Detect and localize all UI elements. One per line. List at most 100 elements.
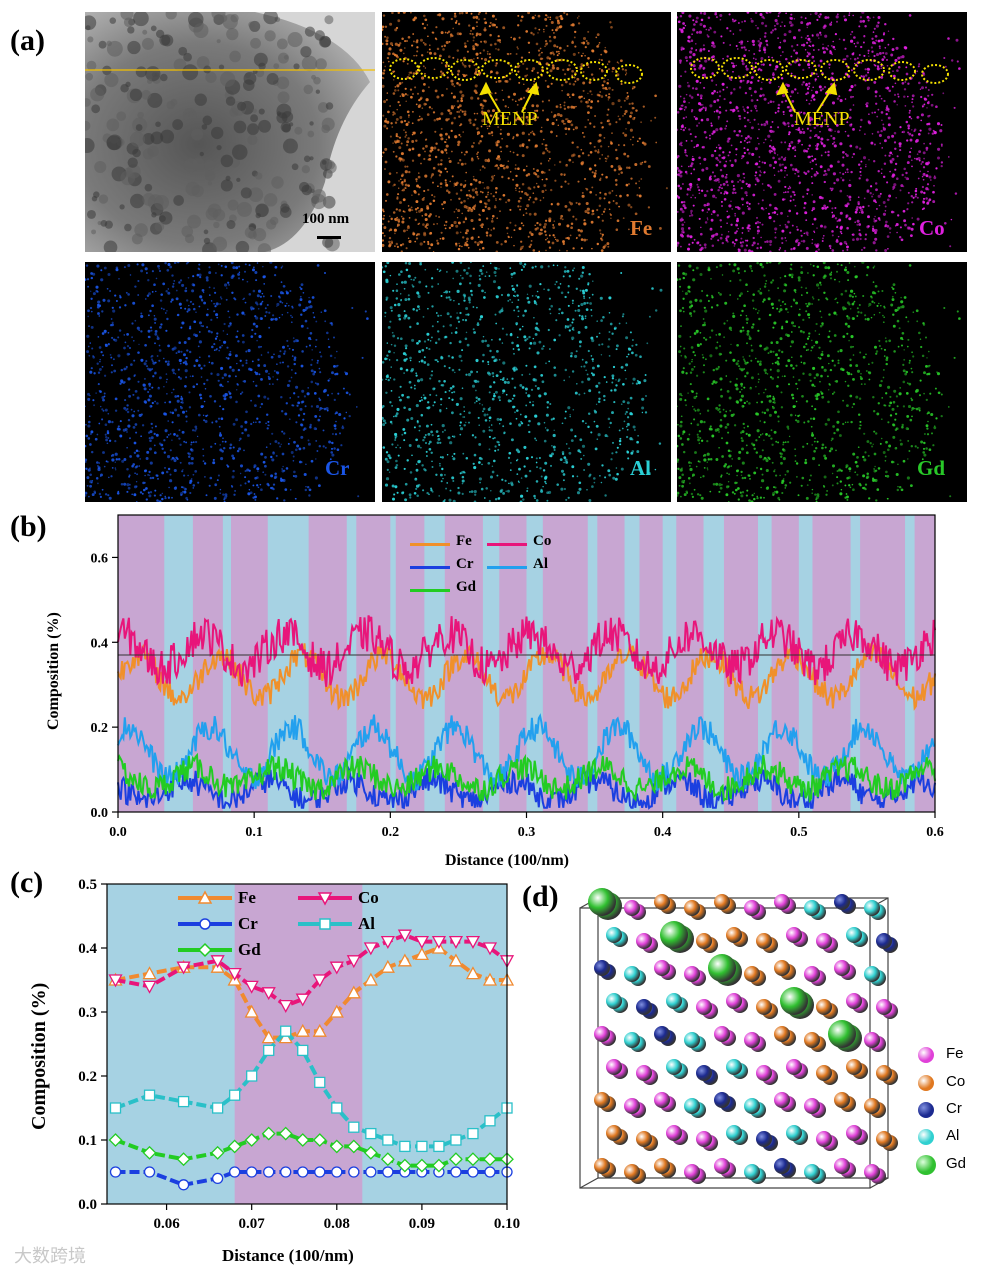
atom-al bbox=[744, 1164, 760, 1180]
point-c-al bbox=[484, 1115, 496, 1127]
point-c-cr bbox=[484, 1166, 496, 1178]
point-c-fe bbox=[244, 1004, 259, 1018]
point-c-al bbox=[314, 1076, 326, 1089]
point-c-cr bbox=[280, 1166, 292, 1178]
cr-dots-svg bbox=[85, 262, 369, 502]
point-c-co bbox=[380, 935, 395, 949]
atom-co bbox=[804, 1032, 820, 1048]
point-c-al bbox=[416, 1140, 428, 1153]
legend-d-co-ball bbox=[918, 1075, 934, 1091]
tick-c-x: 0.07 bbox=[239, 1216, 266, 1232]
atom-co bbox=[594, 1158, 610, 1174]
legend-d-al-ball bbox=[918, 1129, 934, 1145]
chart-c-ylabel: Composition (%) bbox=[28, 982, 50, 1130]
point-c-al bbox=[246, 1070, 258, 1082]
point-c-al bbox=[211, 1102, 224, 1114]
point-c-al bbox=[263, 1044, 275, 1057]
point-c-fe bbox=[295, 1023, 310, 1037]
atom-al bbox=[786, 1125, 802, 1141]
point-c-co bbox=[278, 999, 293, 1013]
atom-al bbox=[624, 1032, 640, 1048]
atom-al bbox=[606, 927, 622, 943]
atom-fe bbox=[714, 1026, 730, 1042]
watermark: 大数跨境 bbox=[14, 1246, 86, 1267]
point-c-al bbox=[433, 1140, 445, 1153]
chart-b-ylabel: Composition (%) bbox=[45, 612, 62, 730]
atom-fe bbox=[804, 966, 820, 982]
point-c-fe bbox=[142, 966, 157, 980]
co-map-label: Co bbox=[919, 216, 945, 240]
atom-co bbox=[774, 1026, 790, 1042]
point-c-cr bbox=[467, 1166, 479, 1178]
atom-cr bbox=[696, 1065, 712, 1081]
point-c-gd bbox=[329, 1139, 344, 1154]
point-c-al bbox=[229, 1089, 241, 1101]
atom-cr bbox=[774, 1158, 790, 1174]
point-c-fe bbox=[363, 972, 378, 986]
point-c-gd bbox=[466, 1152, 480, 1167]
point-c-co bbox=[465, 935, 481, 949]
co-menp-markers bbox=[690, 57, 949, 113]
atom-al bbox=[666, 1059, 682, 1075]
series-b-gd bbox=[117, 752, 936, 804]
atom-al bbox=[864, 900, 880, 916]
tick-b-y: 0.0 bbox=[91, 806, 109, 821]
point-c-gd bbox=[227, 1139, 242, 1154]
point-c-co bbox=[176, 961, 191, 975]
atom-co bbox=[816, 1065, 832, 1081]
legend-d-gd-ball bbox=[916, 1155, 936, 1175]
point-c-fe bbox=[380, 959, 395, 973]
atom-fe bbox=[696, 1131, 712, 1147]
point-c-co bbox=[363, 942, 378, 956]
point-c-fe bbox=[312, 1023, 327, 1037]
atom-co bbox=[636, 1131, 652, 1147]
legend-c-co: Co bbox=[358, 888, 379, 907]
atom-al bbox=[744, 1098, 760, 1114]
atom-al bbox=[864, 966, 880, 982]
point-c-co bbox=[261, 987, 276, 1001]
atom-cr bbox=[636, 999, 652, 1015]
point-c-cr bbox=[143, 1166, 156, 1178]
atom-fe bbox=[636, 933, 652, 949]
point-c-cr bbox=[382, 1166, 394, 1178]
legend-c-cr: Cr bbox=[238, 914, 258, 933]
point-c-cr bbox=[331, 1166, 343, 1178]
panel-a-label: (a) bbox=[10, 24, 45, 57]
atom-al bbox=[684, 1032, 700, 1048]
atom-co bbox=[654, 1158, 670, 1174]
legend-d-co: Co bbox=[946, 1073, 966, 1090]
tick-b-y: 0.4 bbox=[91, 636, 109, 651]
legend-d-al: Al bbox=[946, 1127, 960, 1144]
tick-c-x: 0.09 bbox=[409, 1216, 435, 1232]
point-c-co bbox=[295, 993, 310, 1007]
tick-c-y: 0.2 bbox=[78, 1069, 97, 1085]
point-c-co bbox=[108, 974, 123, 988]
atom-cr bbox=[834, 894, 850, 910]
series-b-co bbox=[117, 615, 936, 687]
tick-b-x: 0.2 bbox=[382, 825, 400, 840]
atom-al bbox=[726, 1059, 742, 1075]
atom-co bbox=[876, 1065, 892, 1081]
atom-fe bbox=[606, 1059, 622, 1075]
chart-c-xlabel: Distance (100/nm) bbox=[222, 1246, 354, 1265]
point-c-cr bbox=[348, 1166, 360, 1178]
atom-fe bbox=[804, 1098, 820, 1114]
atom-co bbox=[876, 1131, 892, 1147]
point-c-fe bbox=[397, 953, 412, 967]
atom-co bbox=[774, 960, 790, 976]
point-c-cr bbox=[297, 1166, 309, 1178]
atom-gd bbox=[828, 1020, 856, 1048]
fe-map-label: Fe bbox=[630, 216, 653, 240]
gd-map-label: Gd bbox=[917, 456, 946, 480]
atom-cr bbox=[714, 1092, 730, 1108]
atom-fe bbox=[774, 1092, 790, 1108]
fe-dots-svg bbox=[382, 12, 668, 252]
point-c-co bbox=[397, 929, 412, 943]
atom-gd bbox=[780, 987, 808, 1015]
legend-b-co: Co bbox=[533, 533, 552, 549]
atom-fe bbox=[744, 900, 760, 916]
tem-particle-svg bbox=[85, 12, 375, 252]
atom-co bbox=[594, 1092, 610, 1108]
menp-annotation-fe: MENP bbox=[482, 108, 538, 130]
tick-b-x: 0.1 bbox=[245, 825, 263, 840]
